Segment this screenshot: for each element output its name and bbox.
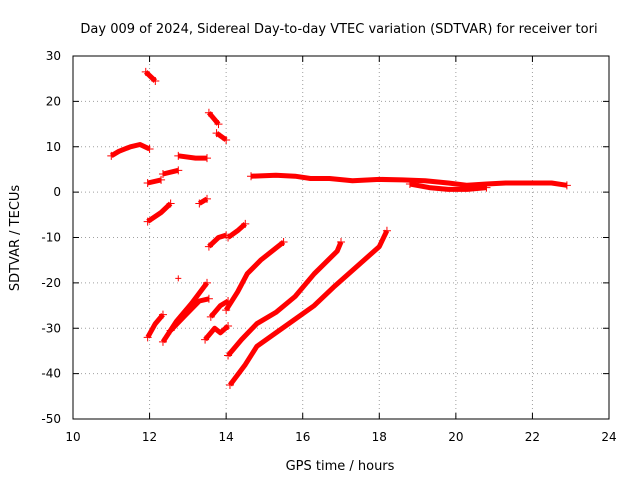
series-arc-f — [177, 153, 207, 161]
series-arc-d — [162, 167, 179, 177]
series-arc-q — [223, 240, 286, 312]
series-endpoint — [214, 120, 223, 129]
series-arc-p — [208, 298, 230, 319]
series-endpoint — [382, 226, 391, 235]
series-endpoint — [157, 175, 166, 184]
series-endpoint — [201, 335, 210, 344]
series-endpoint — [206, 312, 215, 321]
series-endpoint — [143, 217, 152, 226]
series-endpoint — [166, 326, 175, 335]
series-endpoint — [405, 179, 414, 188]
series-endpoint — [174, 166, 183, 175]
x-axis-label: GPS time / hours — [286, 459, 395, 474]
series-endpoint — [174, 151, 183, 160]
x-tick-label: 14 — [219, 430, 234, 444]
series-arc-l — [145, 312, 165, 339]
series-endpoint — [158, 310, 167, 319]
series-endpoint — [145, 145, 154, 154]
series-arc-m — [160, 281, 209, 344]
series-endpoint — [204, 108, 213, 117]
y-tick-label: -50 — [41, 412, 61, 426]
x-tick-label: 12 — [142, 430, 157, 444]
series-arc-k — [226, 222, 247, 240]
series-endpoint — [204, 294, 213, 303]
series-arc-t — [250, 172, 568, 188]
series-arc-a — [110, 142, 151, 158]
series-arc-s — [228, 229, 390, 387]
chart-title: Day 009 of 2024, Sidereal Day-to-day VTE… — [80, 22, 597, 37]
y-tick-label: -20 — [41, 276, 61, 290]
series-arc-o — [203, 324, 230, 342]
series-endpoint — [158, 169, 167, 178]
y-tick-label: -40 — [41, 367, 61, 381]
y-tick-label: 30 — [46, 49, 61, 63]
series-endpoint — [143, 179, 152, 188]
series-endpoint — [247, 172, 256, 181]
series-endpoint — [203, 154, 211, 163]
series-endpoint — [204, 242, 213, 251]
series-endpoint — [562, 181, 571, 190]
axis-ticks: 10 12 14 16 18 20 22 24 -50 -40 -30 -20 -10 0 10 20 30 — [41, 49, 616, 444]
y-tick-label: 0 — [53, 185, 61, 199]
series-endpoint — [203, 194, 211, 203]
series-endpoint — [203, 278, 211, 287]
series-endpoint — [225, 380, 234, 389]
series-arc-c — [147, 177, 162, 186]
series-arc-h — [206, 111, 221, 126]
series-endpoint — [166, 199, 175, 208]
series-arc-g — [198, 196, 209, 206]
x-tick-label: 16 — [295, 430, 310, 444]
x-tick-label: 24 — [601, 430, 616, 444]
series-arc-u — [409, 181, 487, 192]
series-arc-e — [146, 201, 173, 224]
series-endpoint — [141, 67, 150, 76]
series-endpoint — [279, 238, 288, 247]
x-tick-label: 20 — [448, 430, 463, 444]
series-endpoint — [224, 351, 233, 360]
y-tick-label: -30 — [41, 321, 61, 335]
data-point — [175, 275, 182, 282]
series-endpoint — [107, 151, 116, 160]
series-arc-r — [226, 241, 344, 358]
series-endpoint — [337, 238, 345, 247]
y-tick-label: 20 — [46, 94, 61, 108]
series-endpoint — [224, 321, 233, 330]
series-endpoint — [222, 135, 231, 144]
series-endpoint — [482, 183, 491, 192]
series-endpoint — [158, 337, 167, 346]
x-tick-label: 22 — [525, 430, 540, 444]
series-arc-j — [207, 232, 227, 249]
y-tick-label: -10 — [41, 231, 61, 245]
series-endpoint — [222, 306, 231, 315]
series-endpoint — [143, 333, 152, 342]
data-layer — [107, 67, 571, 389]
series-endpoint — [151, 76, 160, 85]
series-arc-n — [168, 296, 210, 333]
grid — [73, 56, 609, 419]
series-endpoint — [212, 129, 221, 138]
series-endpoint — [195, 199, 204, 208]
y-axis-label: SDTVAR / TECUs — [8, 185, 23, 292]
series-endpoint — [224, 233, 233, 242]
x-tick-label: 18 — [372, 430, 387, 444]
series-arc-i — [215, 131, 228, 142]
x-tick-label: 10 — [65, 430, 80, 444]
y-tick-label: 10 — [46, 140, 61, 154]
series-arc-b — [143, 70, 158, 83]
series-endpoint — [241, 219, 250, 228]
